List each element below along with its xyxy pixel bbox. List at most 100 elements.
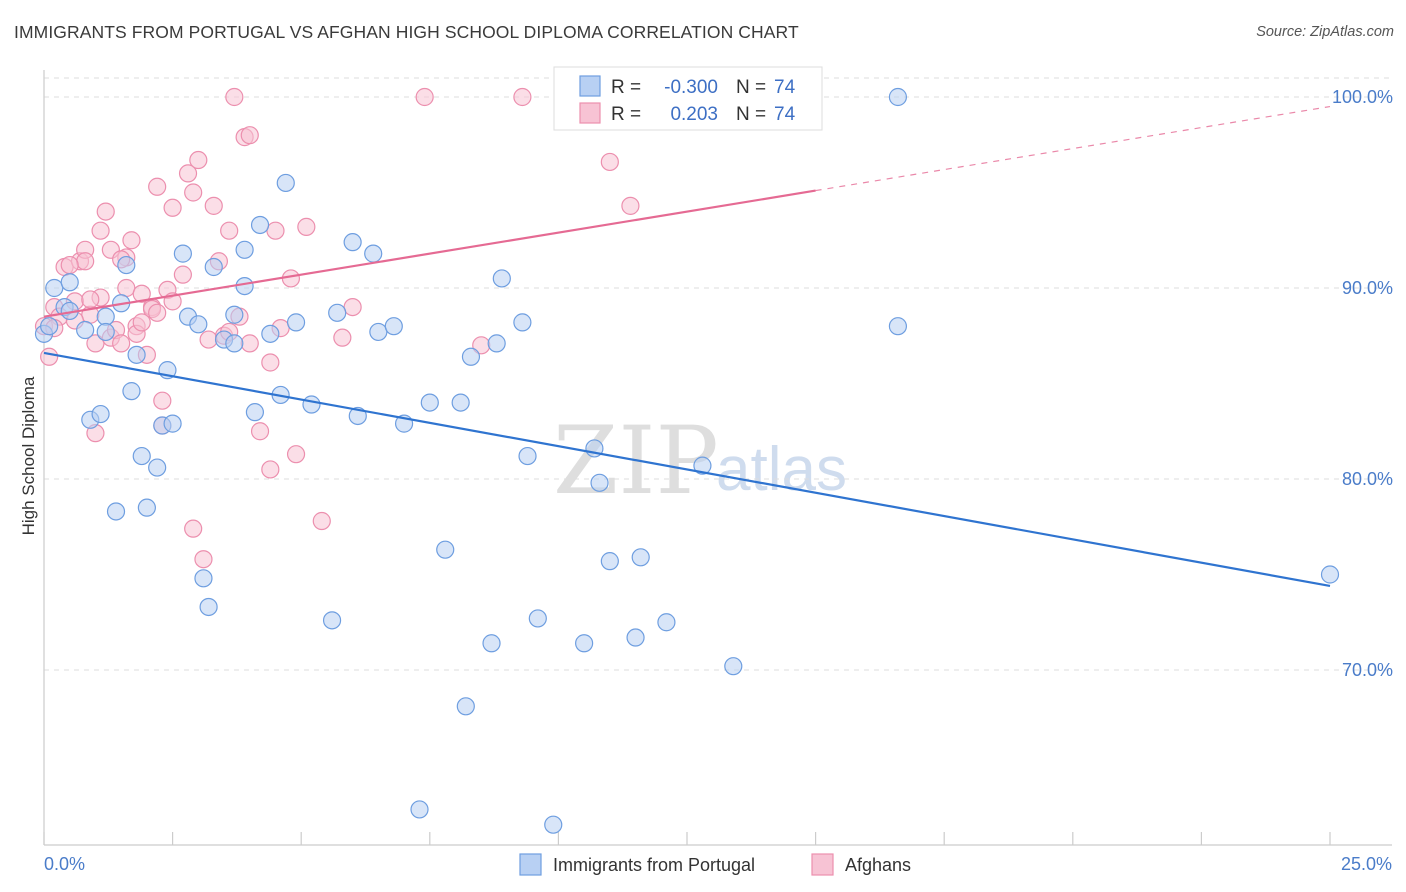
point-portugal [544, 815, 563, 834]
trend-line-afghans [43, 189, 816, 318]
point-afghans [194, 550, 213, 569]
point-portugal [76, 320, 95, 340]
watermark-atlas: atlas [716, 435, 847, 504]
point-portugal [328, 303, 347, 322]
point-portugal [693, 456, 712, 475]
point-afghans [343, 298, 362, 317]
point-portugal [173, 244, 192, 263]
point-portugal [225, 305, 244, 324]
point-portugal [245, 403, 265, 422]
point-afghans [261, 460, 280, 479]
point-portugal [250, 215, 270, 235]
legend-r-value: 0.203 [670, 104, 718, 125]
point-portugal [369, 322, 388, 342]
point-afghans [225, 87, 244, 107]
point-afghans [189, 150, 208, 170]
point-portugal [96, 307, 115, 326]
point-afghans [148, 303, 167, 322]
point-portugal [528, 609, 547, 628]
point-afghans [178, 164, 198, 183]
point-portugal [45, 278, 64, 298]
point-portugal [364, 244, 383, 263]
point-afghans [250, 422, 270, 441]
point-portugal [626, 628, 645, 647]
legend-r-label: R = [611, 77, 641, 98]
point-portugal [96, 322, 115, 342]
point-afghans [266, 221, 285, 240]
point-portugal [631, 548, 650, 567]
point-portugal [148, 458, 167, 477]
y-tick-label: 100.0% [1332, 87, 1393, 107]
point-portugal [492, 269, 511, 288]
point-portugal [888, 317, 908, 336]
watermark-zip: ZIP [553, 407, 719, 516]
point-afghans [122, 231, 141, 250]
point-afghans [76, 252, 95, 271]
point-portugal [204, 257, 223, 277]
point-afghans [297, 217, 316, 236]
legend-n-label: N = [736, 104, 766, 125]
point-portugal [276, 173, 295, 193]
point-afghans [204, 196, 223, 215]
series-legend-swatch-afghans [811, 853, 834, 876]
point-portugal [132, 446, 151, 466]
x-axis-ticks [43, 832, 1331, 845]
point-portugal [117, 255, 136, 275]
point-portugal [461, 347, 481, 366]
point-portugal [199, 597, 218, 617]
point-afghans [600, 152, 619, 172]
point-portugal [384, 317, 403, 336]
legend-r-value: -0.300 [664, 77, 718, 98]
point-afghans [148, 177, 167, 196]
point-portugal [302, 395, 321, 414]
point-portugal [575, 634, 594, 653]
point-portugal [487, 334, 506, 353]
series-portugal-points [34, 87, 1340, 834]
point-afghans [199, 330, 218, 349]
point-portugal [1320, 565, 1340, 584]
point-afghans [112, 334, 131, 353]
point-portugal [106, 502, 126, 521]
series-legend-swatch-portugal [519, 853, 542, 876]
point-afghans [286, 445, 306, 464]
trend-lines [43, 105, 1331, 588]
point-portugal [137, 498, 156, 517]
legend-r-label: R = [611, 104, 641, 125]
legend-n-label: N = [736, 77, 766, 98]
point-portugal [410, 800, 429, 819]
series-afghans-points [34, 87, 640, 569]
series-legend: Immigrants from Portugal Afghans [519, 853, 911, 876]
point-portugal [235, 240, 254, 259]
point-afghans [621, 196, 640, 215]
point-afghans [81, 290, 100, 309]
y-tick-labels: 70.0% 80.0% 90.0% 100.0% [1332, 87, 1393, 680]
point-portugal [518, 446, 537, 466]
point-afghans [312, 511, 331, 531]
y-axis-title: High School Diploma [19, 376, 38, 535]
source-credit: Source: ZipAtlas.com [1256, 24, 1394, 40]
x-tick-label-min: 0.0% [44, 854, 85, 874]
watermark: ZIP atlas [553, 407, 847, 516]
point-portugal [122, 382, 141, 401]
point-portugal [600, 552, 619, 571]
legend-swatch-pink [579, 102, 601, 124]
point-portugal [189, 315, 208, 334]
point-portugal [343, 233, 362, 252]
point-afghans [60, 255, 79, 275]
point-afghans [163, 198, 182, 217]
point-afghans [415, 87, 434, 107]
series-legend-label-portugal: Immigrants from Portugal [553, 855, 755, 875]
point-portugal [225, 334, 244, 353]
point-portugal [888, 87, 908, 107]
legend-swatch-blue [579, 75, 601, 97]
point-afghans [96, 202, 115, 221]
legend-n-value: 74 [774, 104, 796, 125]
point-portugal [163, 414, 182, 433]
point-portugal [451, 393, 470, 412]
y-tick-label: 70.0% [1342, 660, 1393, 680]
chart-title: IMMIGRANTS FROM PORTUGAL VS AFGHAN HIGH … [14, 22, 799, 42]
trend-line-portugal [43, 351, 1331, 588]
point-afghans [184, 519, 203, 538]
point-portugal [60, 273, 79, 292]
